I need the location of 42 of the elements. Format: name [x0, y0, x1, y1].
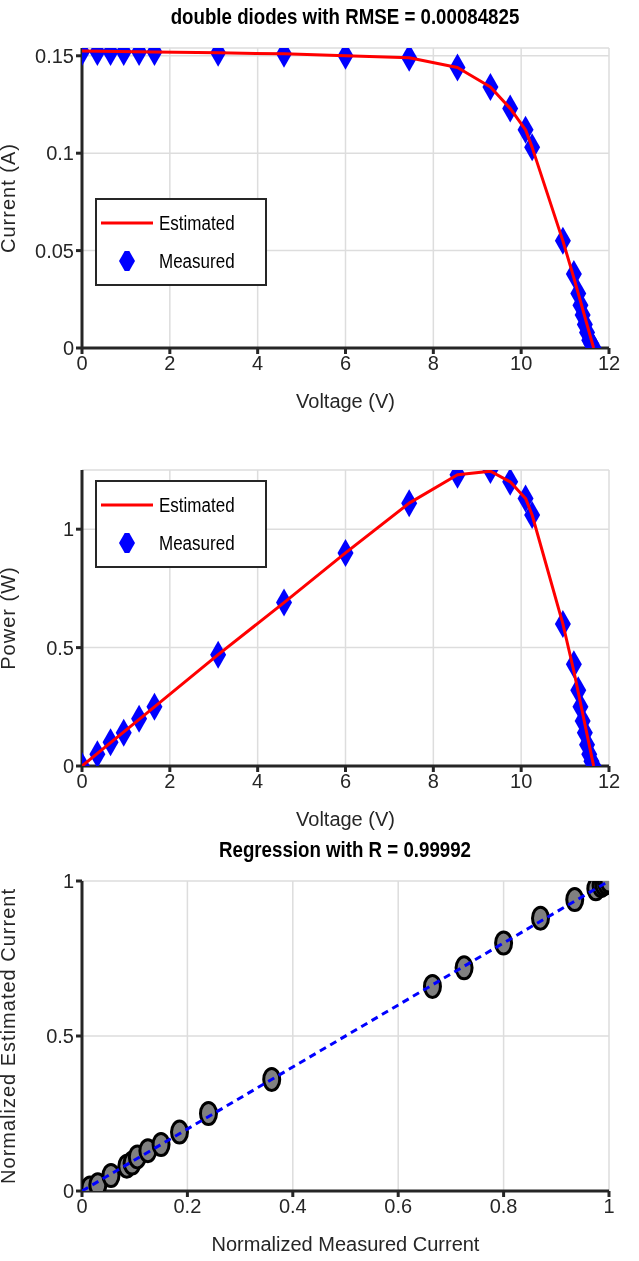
- chart-title: double diodes with RMSE = 0.00084825: [169, 4, 521, 30]
- x-tick-label: 4: [252, 770, 264, 793]
- y-tick-label: 0: [62, 1180, 74, 1203]
- x-tick-label: 6: [339, 352, 352, 375]
- x-tick-label: 0: [76, 770, 88, 793]
- y-axis-title: Power (W): [0, 566, 20, 670]
- x-tick-label: 10: [510, 770, 533, 793]
- x-tick-label: 0: [76, 352, 88, 375]
- x-axis-title: Normalized Measured Current: [211, 1233, 480, 1255]
- legend-label: Measured: [159, 249, 236, 273]
- legend-label: Estimated: [159, 493, 236, 517]
- x-tick-label: 1: [603, 1195, 615, 1218]
- x-tick-label: 8: [427, 770, 439, 793]
- x-axis-title: Voltage (V): [296, 390, 395, 412]
- y-tick-label: 0.5: [46, 636, 74, 659]
- y-axis-title: Current (A): [0, 143, 20, 253]
- x-tick-label: 0: [76, 1195, 88, 1218]
- x-tick-label: 6: [339, 770, 352, 793]
- x-tick-label: 0.2: [173, 1195, 202, 1218]
- y-axis-title: Normalized Estimated Current: [0, 888, 20, 1184]
- y-tick-label: 0: [62, 755, 74, 778]
- x-tick-label: 2: [164, 352, 176, 375]
- x-axis-title: Voltage (V): [296, 808, 395, 830]
- y-tick-label: 0.1: [46, 142, 74, 165]
- y-tick-label: 1: [62, 518, 74, 541]
- x-tick-label: 10: [510, 352, 533, 375]
- x-tick-label: 0.8: [489, 1195, 518, 1218]
- y-tick-label: 0: [62, 337, 74, 360]
- x-tick-label: 12: [597, 770, 621, 793]
- x-tick-label: 2: [164, 770, 176, 793]
- chart-title: Regression with R = 0.99992: [217, 837, 473, 863]
- x-tick-label: 12: [597, 352, 621, 375]
- x-tick-label: 8: [427, 352, 439, 375]
- y-tick-label: 0.05: [35, 239, 74, 262]
- y-tick-label: 0.15: [35, 44, 74, 67]
- x-tick-label: 4: [252, 352, 264, 375]
- y-tick-label: 1: [62, 870, 74, 893]
- x-tick-label: 0.6: [384, 1195, 413, 1218]
- legend-label: Estimated: [159, 211, 236, 235]
- x-tick-label: 0.4: [278, 1195, 307, 1218]
- y-tick-label: 0.5: [46, 1025, 74, 1048]
- legend-label: Measured: [159, 531, 236, 555]
